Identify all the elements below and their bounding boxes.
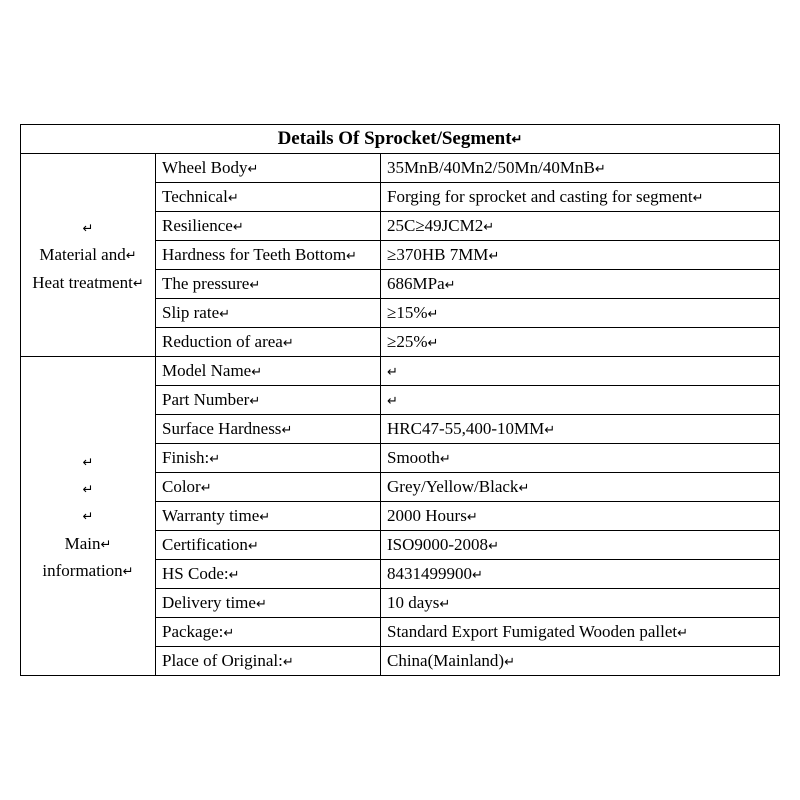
paragraph-mark: ↵ <box>693 190 704 205</box>
paragraph-mark: ↵ <box>209 451 220 466</box>
paragraph-mark: ↵ <box>283 335 294 350</box>
paragraph-mark: ↵ <box>595 161 606 176</box>
paragraph-mark: ↵ <box>518 480 529 495</box>
paragraph-mark: ↵ <box>440 451 451 466</box>
spec-value: ≥15%↵ <box>381 299 780 328</box>
paragraph-mark: ↵ <box>445 277 456 292</box>
paragraph-mark: ↵ <box>504 654 515 669</box>
paragraph-mark: ↵ <box>249 393 260 408</box>
paragraph-mark: ↵ <box>249 277 260 292</box>
spec-label: HS Code:↵ <box>156 560 381 589</box>
spec-value: ↵ <box>381 357 780 386</box>
spec-label: Reduction of area↵ <box>156 328 381 357</box>
paragraph-mark: ↵ <box>229 567 240 582</box>
spec-value: China(Mainland)↵ <box>381 647 780 676</box>
spec-label: Surface Hardness↵ <box>156 415 381 444</box>
spec-value: 35MnB/40Mn2/50Mn/40MnB↵ <box>381 154 780 183</box>
paragraph-mark: ↵ <box>472 567 483 582</box>
paragraph-mark: ↵ <box>233 219 244 234</box>
paragraph-mark: ↵ <box>428 335 439 350</box>
table-row: ↵Material and↵Heat treatment↵Wheel Body↵… <box>21 154 780 183</box>
paragraph-mark: ↵ <box>512 132 523 147</box>
paragraph-mark: ↵ <box>100 536 111 551</box>
paragraph-mark: ↵ <box>544 422 555 437</box>
spec-label: Part Number↵ <box>156 386 381 415</box>
spec-label: Technical↵ <box>156 183 381 212</box>
spec-label: Wheel Body↵ <box>156 154 381 183</box>
spec-value: ≥25%↵ <box>381 328 780 357</box>
paragraph-mark: ↵ <box>251 364 262 379</box>
paragraph-mark: ↵ <box>83 482 94 497</box>
paragraph-mark: ↵ <box>346 248 357 263</box>
paragraph-mark: ↵ <box>223 625 234 640</box>
paragraph-mark: ↵ <box>488 538 499 553</box>
spec-value: 686MPa↵ <box>381 270 780 299</box>
paragraph-mark: ↵ <box>228 190 239 205</box>
spec-label: Place of Original:↵ <box>156 647 381 676</box>
table-row: ↵↵↵Main↵information↵Model Name↵↵ <box>21 357 780 386</box>
spec-value: ISO9000-2008↵ <box>381 531 780 560</box>
paragraph-mark: ↵ <box>201 480 212 495</box>
paragraph-mark: ↵ <box>488 248 499 263</box>
paragraph-mark: ↵ <box>483 219 494 234</box>
paragraph-mark: ↵ <box>248 538 259 553</box>
spec-label: Hardness for Teeth Bottom↵ <box>156 241 381 270</box>
spec-label: Certification↵ <box>156 531 381 560</box>
paragraph-mark: ↵ <box>281 422 292 437</box>
spec-label: Package:↵ <box>156 618 381 647</box>
spec-value: 8431499900↵ <box>381 560 780 589</box>
spec-value: ≥370HB 7MM↵ <box>381 241 780 270</box>
spec-label: The pressure↵ <box>156 270 381 299</box>
spec-value: Forging for sprocket and casting for seg… <box>381 183 780 212</box>
paragraph-mark: ↵ <box>387 364 398 379</box>
paragraph-mark: ↵ <box>677 625 688 640</box>
paragraph-mark: ↵ <box>259 509 270 524</box>
group-label: ↵↵↵Main↵information↵ <box>21 357 156 676</box>
spec-value: 25C≥49JCM2↵ <box>381 212 780 241</box>
spec-value: HRC47-55,400-10MM↵ <box>381 415 780 444</box>
spec-value: 2000 Hours↵ <box>381 502 780 531</box>
spec-value: Smooth↵ <box>381 444 780 473</box>
spec-value: 10 days↵ <box>381 589 780 618</box>
paragraph-mark: ↵ <box>83 221 94 236</box>
paragraph-mark: ↵ <box>256 596 267 611</box>
spec-label: Delivery time↵ <box>156 589 381 618</box>
spec-label: Warranty time↵ <box>156 502 381 531</box>
paragraph-mark: ↵ <box>387 393 398 408</box>
paragraph-mark: ↵ <box>467 509 478 524</box>
spec-label: Slip rate↵ <box>156 299 381 328</box>
paragraph-mark: ↵ <box>83 455 94 470</box>
spec-table: Details Of Sprocket/Segment↵↵Material an… <box>20 124 780 676</box>
spec-value: ↵ <box>381 386 780 415</box>
group-label: ↵Material and↵Heat treatment↵ <box>21 154 156 357</box>
spec-label: Finish:↵ <box>156 444 381 473</box>
paragraph-mark: ↵ <box>123 563 134 578</box>
paragraph-mark: ↵ <box>126 248 137 263</box>
paragraph-mark: ↵ <box>133 275 144 290</box>
spec-value: Grey/Yellow/Black↵ <box>381 473 780 502</box>
spec-label: Model Name↵ <box>156 357 381 386</box>
table-title: Details Of Sprocket/Segment↵ <box>21 125 780 154</box>
paragraph-mark: ↵ <box>219 306 230 321</box>
paragraph-mark: ↵ <box>247 161 258 176</box>
spec-value: Standard Export Fumigated Wooden pallet↵ <box>381 618 780 647</box>
paragraph-mark: ↵ <box>428 306 439 321</box>
paragraph-mark: ↵ <box>439 596 450 611</box>
spec-label: Color↵ <box>156 473 381 502</box>
paragraph-mark: ↵ <box>283 654 294 669</box>
paragraph-mark: ↵ <box>83 509 94 524</box>
spec-label: Resilience↵ <box>156 212 381 241</box>
